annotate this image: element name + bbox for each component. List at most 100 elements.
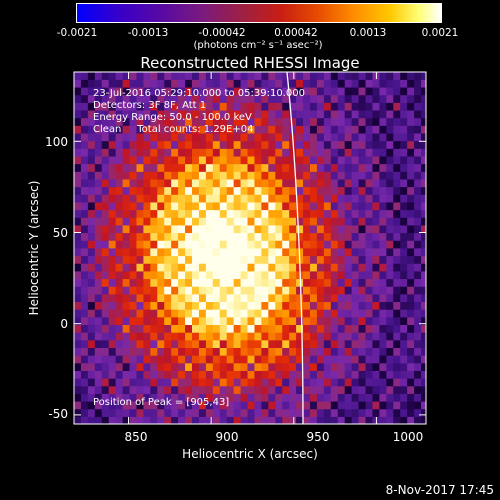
heatmap-cell (337, 293, 346, 303)
heatmap-cell (94, 347, 103, 356)
heatmap-cell (178, 224, 186, 234)
heatmap-cell (289, 186, 297, 195)
heatmap-cell (191, 408, 200, 417)
heatmap-cell (101, 278, 110, 287)
heatmap-cell (108, 109, 117, 119)
heatmap-cell (122, 293, 131, 303)
heatmap-cell (136, 109, 145, 119)
heatmap-cell (358, 194, 367, 203)
heatmap-cell (94, 301, 103, 310)
heatmap-cell (212, 102, 221, 111)
heatmap-cell (185, 247, 193, 257)
heatmap-cell (379, 109, 387, 119)
heatmap-cell (164, 393, 172, 402)
heatmap-cell (330, 79, 339, 88)
heatmap-cell (421, 263, 426, 272)
heatmap-cell (94, 102, 103, 111)
heatmap-cell (191, 362, 200, 371)
heatmap-cell (372, 316, 380, 326)
heatmap-cell (282, 117, 290, 126)
heatmap-cell (358, 339, 367, 348)
heatmap-cell (379, 393, 387, 402)
heatmap-cell (372, 79, 380, 88)
heatmap-cell (386, 293, 394, 303)
heatmap-cell (289, 332, 297, 341)
heatmap-cell (372, 186, 380, 195)
heatmap-cell (212, 117, 221, 126)
heatmap-cell (330, 247, 339, 257)
heatmap-cell (143, 378, 151, 387)
heatmap-cell (393, 201, 401, 211)
heatmap-cell (205, 132, 214, 142)
heatmap-cell (303, 148, 311, 157)
heatmap-cell (309, 186, 318, 195)
heatmap-cell (303, 286, 311, 295)
heatmap-cell (87, 155, 96, 165)
heatmap-cell (282, 370, 290, 379)
heatmap-cell (143, 86, 151, 96)
heatmap-cell (261, 178, 269, 188)
heatmap-cell (164, 163, 172, 172)
info-line-counts: Clean Total counts: 1.29E+04 (93, 124, 254, 135)
heatmap-cell (261, 332, 269, 341)
heatmap-cell (164, 117, 172, 126)
heatmap-cell (150, 393, 158, 402)
heatmap-cell (386, 247, 394, 257)
heatmap-cell (414, 270, 422, 280)
heatmap-cell (379, 416, 387, 424)
heatmap-cell (358, 125, 367, 134)
heatmap-cell (108, 102, 117, 111)
heatmap-cell (108, 178, 117, 188)
heatmap-cell (74, 72, 82, 80)
heatmap-cell (129, 163, 138, 172)
heatmap-cell (87, 309, 96, 318)
heatmap-cell (143, 401, 151, 410)
heatmap-cell (282, 224, 290, 234)
heatmap-cell (212, 194, 221, 203)
heatmap-cell (393, 378, 401, 387)
heatmap-cell (101, 109, 110, 119)
heatmap-cell (94, 370, 103, 379)
heatmap-cell (316, 316, 325, 326)
heatmap-cell (372, 217, 380, 226)
heatmap-cell (101, 171, 110, 180)
heatmap-cell (219, 109, 228, 119)
heatmap-cell (219, 224, 228, 234)
heatmap-cell (205, 72, 214, 80)
heatmap-cell (309, 355, 318, 364)
heatmap-cell (296, 232, 304, 241)
heatmap-cell (115, 416, 124, 424)
heatmap-cell (386, 270, 394, 280)
heatmap-cell (150, 155, 158, 165)
heatmap-cell (94, 178, 103, 188)
heatmap-cell (101, 378, 110, 387)
heatmap-cell (115, 140, 124, 149)
heatmap-cell (323, 293, 332, 303)
heatmap-cell (379, 224, 387, 234)
heatmap-cell (365, 155, 374, 165)
heatmap-cell (87, 247, 96, 257)
heatmap-cell (143, 117, 151, 126)
heatmap-cell (122, 385, 131, 394)
heatmap-cell (191, 109, 200, 119)
heatmap-cell (171, 163, 179, 172)
heatmap-cell (115, 355, 124, 364)
heatmap-cell (129, 347, 138, 356)
heatmap-cell (157, 401, 165, 410)
heatmap-cell (80, 125, 89, 134)
heatmap-cell (330, 301, 339, 310)
heatmap-cell (309, 240, 318, 249)
heatmap-cell (101, 316, 110, 326)
heatmap-cell (358, 301, 367, 310)
heatmap-cell (136, 378, 145, 387)
heatmap-cell (309, 163, 318, 172)
heatmap-cell (233, 140, 242, 149)
heatmap-cell (240, 339, 249, 348)
heatmap-cell (94, 362, 103, 371)
heatmap-cell (171, 94, 179, 103)
heatmap-cell (143, 309, 151, 318)
heatmap-cell (247, 148, 256, 157)
heatmap-cell (233, 217, 242, 226)
heatmap-cell (421, 232, 426, 241)
heatmap-cell (212, 324, 221, 333)
